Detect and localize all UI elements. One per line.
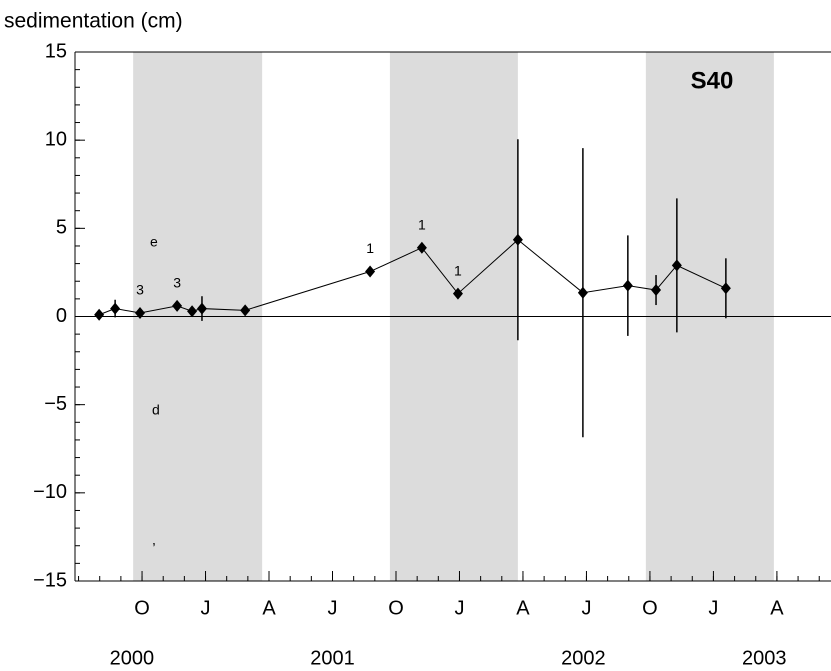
year-label: 2002 — [561, 647, 606, 669]
text-fragment: d — [152, 402, 160, 418]
annotation: S40 — [691, 67, 734, 94]
data-point — [240, 304, 251, 317]
x-tick-label: J — [201, 597, 211, 619]
data-point — [577, 286, 588, 299]
data-point — [172, 299, 183, 312]
chart-title: sedimentation (cm) — [4, 10, 183, 33]
data-point — [512, 233, 523, 246]
data-point — [720, 282, 731, 295]
y-tick-label: 15 — [45, 40, 67, 62]
x-tick-label: A — [770, 597, 784, 619]
y-tick-label: −10 — [33, 481, 67, 503]
data-point — [622, 279, 633, 292]
point-label: 1 — [366, 240, 374, 256]
x-tick-label: J — [581, 597, 591, 619]
x-tick-label: J — [454, 597, 464, 619]
data-point — [196, 302, 207, 315]
text-fragment: e — [150, 234, 158, 250]
data-point — [110, 302, 121, 315]
data-point — [651, 284, 662, 297]
data-point — [671, 259, 682, 272]
data-point — [365, 265, 376, 278]
x-tick-label: O — [642, 597, 658, 619]
data-point — [135, 306, 146, 319]
x-tick-label: J — [708, 597, 718, 619]
y-tick-label: −5 — [44, 393, 67, 415]
y-tick-label: −15 — [33, 569, 67, 591]
y-tick-label: 0 — [56, 305, 67, 327]
text-fragment: , — [152, 532, 156, 548]
point-label: 3 — [173, 275, 181, 291]
x-tick-label: A — [516, 597, 530, 619]
x-tick-label: J — [328, 597, 338, 619]
data-point — [452, 287, 463, 300]
point-label: 1 — [418, 216, 426, 232]
year-label: 2001 — [310, 647, 355, 669]
y-tick-label: 10 — [45, 128, 67, 150]
data-point — [187, 305, 198, 318]
point-label: 1 — [454, 262, 462, 278]
x-tick-label: O — [134, 597, 150, 619]
data-point — [94, 308, 105, 321]
data-line — [98, 239, 727, 316]
year-label: 2003 — [742, 647, 787, 669]
year-label: 2000 — [110, 647, 155, 669]
x-tick-label: A — [262, 597, 276, 619]
point-label: 3 — [136, 282, 144, 298]
y-tick-label: 5 — [56, 217, 67, 239]
data-point — [416, 241, 427, 254]
x-tick-label: O — [388, 597, 404, 619]
